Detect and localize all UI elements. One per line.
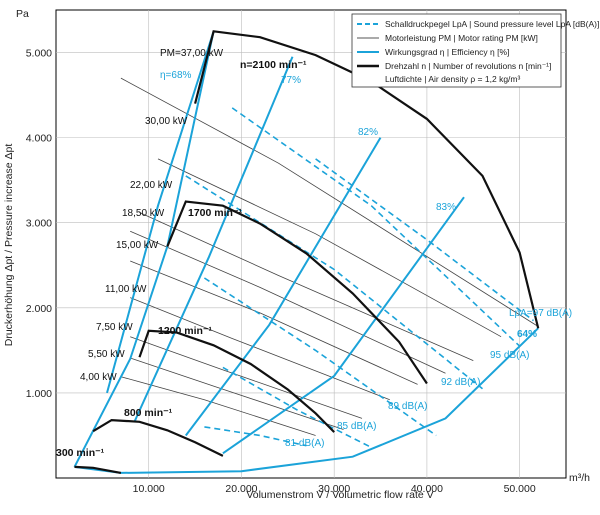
label-eff-83: 83%: [436, 202, 456, 213]
speed-curve: [92, 418, 224, 457]
y-tick-label: 3.000: [26, 218, 52, 230]
y-unit: Pa: [16, 8, 29, 20]
label-power-11: 11,00 kW: [105, 284, 147, 295]
legend-box: [351, 13, 562, 88]
y-tick-label: 2.000: [26, 303, 52, 315]
efficiency-curve: [133, 56, 294, 422]
speed-curve: [138, 329, 335, 433]
power-line: [130, 336, 363, 419]
power-line: [120, 77, 539, 327]
legend-text-power: Motorleistung PM | Motor rating PM [kW]: [385, 33, 538, 43]
efficiency-curve: [185, 137, 382, 437]
label-power-4: 4,00 kW: [80, 372, 117, 383]
power-line: [120, 376, 316, 436]
speed-curve: [74, 465, 122, 474]
sound-curve: [222, 366, 372, 449]
label-speed-300: 300 min⁻¹: [56, 447, 105, 459]
label-power-18-5: 18,50 kW: [122, 208, 165, 219]
label-sound-95: 95 dB(A): [490, 350, 529, 361]
label-speed-800: 800 min⁻¹: [124, 407, 173, 419]
label-sound-89: 89 dB(A): [388, 401, 427, 412]
y-axis-title: Druckerhöhung Δpt / Pressure increase Δp…: [3, 144, 15, 347]
label-power-22: 22,00 kW: [130, 180, 173, 191]
legend-text-density: Luftdichte | Air density ρ = 1,2 kg/m³: [385, 74, 520, 84]
label-eff-77: 77%: [281, 75, 301, 86]
label-top-efficiency: η=68%: [160, 70, 192, 81]
speed-curve: [166, 200, 428, 385]
label-speed-2100: n=2100 min⁻¹: [240, 59, 307, 71]
legend-text-speed: Drehzahl n | Number of revolutions n [mi…: [385, 61, 551, 71]
label-sound-85: 85 dB(A): [337, 421, 376, 432]
efficiency-curve: [106, 30, 215, 394]
legend: Schalldruckpegel LpA | Sound pressure le…: [351, 13, 599, 88]
efficiency-curve: [222, 196, 465, 455]
label-power-7-5: 7,50 kW: [96, 322, 133, 333]
x-tick-label: 40.000: [411, 483, 443, 495]
label-power-15: 15,00 kW: [116, 240, 159, 251]
x-tick-label: 20.000: [225, 483, 257, 495]
x-tick-label: 30.000: [318, 483, 350, 495]
sound-curve: [315, 158, 534, 322]
label-speed-1700: 1700 min⁻¹: [188, 207, 242, 219]
power-line: [130, 230, 446, 374]
label-sound-81: 81 dB(A): [285, 438, 324, 449]
label-speed-1200: 1200 min⁻¹: [158, 325, 212, 337]
power-line: [157, 158, 502, 338]
x-tick-label: 10.000: [133, 483, 165, 495]
curves: [73, 30, 540, 474]
plot-frame: [55, 9, 567, 479]
sound-curve: [231, 107, 521, 347]
label-sound-97: LpA=97 dB(A): [509, 308, 572, 319]
x-tick-label: 50.000: [504, 483, 536, 495]
y-tick-label: 1.000: [26, 388, 52, 400]
y-tick-label: 4.000: [26, 133, 52, 145]
power-line: [139, 212, 474, 361]
power-line: [130, 297, 390, 401]
x-axis-title: Volumenstrom V̇ / Volumetric flow rate V…: [246, 488, 433, 501]
label-eff-82: 82%: [358, 127, 378, 138]
label-sound-92: 92 dB(A): [441, 377, 480, 388]
left-boundary-curve: [73, 31, 215, 468]
label-top-power: PM=37,00 kW: [160, 48, 224, 59]
label-eff-64: 64%: [517, 329, 537, 340]
label-power-5-5: 5,50 kW: [88, 349, 125, 360]
label-power-30: 30,00 kW: [145, 116, 188, 127]
x-unit: m³/h: [569, 472, 590, 484]
tick-labels: 10.000 1.000 20.000 2.000 30.000 3.000 40.000 4…: [26, 48, 536, 495]
legend-text-sound: Schalldruckpegel LpA | Sound pressure le…: [385, 19, 599, 29]
y-tick-label: 5.000: [26, 48, 52, 60]
sound-curve: [203, 277, 437, 437]
legend-text-efficiency: Wirkungsgrad η | Efficiency η [%]: [385, 47, 509, 57]
sound-curve: [185, 175, 484, 390]
power-line: [130, 260, 418, 385]
